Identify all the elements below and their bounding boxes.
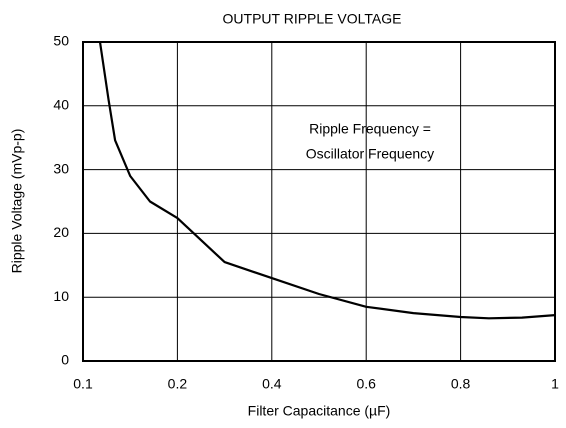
x-axis-label: Filter Capacitance (µF) (248, 403, 391, 419)
y-tick-label: 30 (53, 160, 69, 176)
x-tick-label: 0.8 (451, 376, 471, 392)
y-tick-label: 10 (53, 288, 69, 304)
y-tick-label: 50 (53, 33, 69, 49)
annotation: Oscillator Frequency (306, 146, 434, 162)
plot-frame (82, 41, 556, 362)
y-tick-label: 20 (53, 224, 69, 240)
ripple-curve (98, 41, 556, 320)
x-tick-label: 1 (551, 376, 559, 392)
x-tick-label: 0.6 (356, 376, 376, 392)
x-tick-label: 0.4 (262, 376, 282, 392)
y-tick-label: 0 (61, 352, 69, 368)
x-tick-label: 0.2 (168, 376, 188, 392)
chart-title: OUTPUT RIPPLE VOLTAGE (223, 11, 402, 27)
y-tick-label: 40 (53, 97, 69, 113)
y-axis-label: Ripple Voltage (mVp-p) (9, 129, 25, 274)
annotation: Ripple Frequency = (309, 121, 431, 137)
x-tick-label: 0.1 (73, 376, 93, 392)
